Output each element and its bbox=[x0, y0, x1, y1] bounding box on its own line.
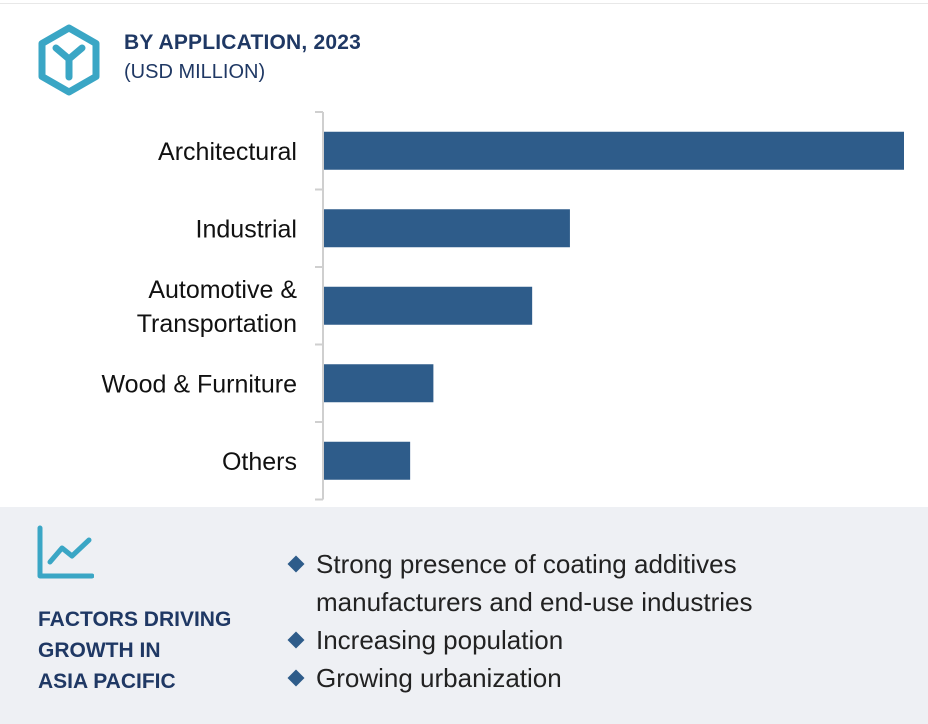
category-label-line: Others bbox=[222, 448, 297, 476]
bar bbox=[324, 131, 904, 170]
chart-title: BY APPLICATION, 2023 bbox=[124, 31, 362, 54]
factor-text-line: Increasing population bbox=[316, 625, 564, 655]
factors-panel bbox=[0, 507, 928, 724]
bar bbox=[324, 209, 570, 248]
top-divider bbox=[0, 3, 928, 4]
factor-item: Growing urbanization bbox=[286, 659, 922, 697]
bar bbox=[324, 441, 411, 480]
diamond-bullet-icon bbox=[287, 631, 305, 649]
bar bbox=[324, 364, 434, 403]
diamond-bullet-icon bbox=[287, 555, 305, 573]
factors-list: Strong presence of coating additives man… bbox=[286, 545, 922, 697]
category-label: Automotive & Transportation bbox=[137, 276, 298, 338]
category-label-line: Wood & Furniture bbox=[102, 370, 297, 398]
factors-title-line: FACTORS DRIVING bbox=[38, 608, 232, 631]
bar-chart: Architectural Industrial Automotive & Trans… bbox=[102, 111, 904, 501]
factor-text-line: manufacturers and end-use industries bbox=[316, 587, 753, 617]
chart-subtitle: (USD MILLION) bbox=[124, 61, 266, 83]
factor-item: Increasing population bbox=[286, 621, 922, 659]
factors-title-line: GROWTH IN bbox=[38, 639, 161, 662]
category-label-line: Automotive & bbox=[148, 276, 297, 304]
diamond-bullet-icon bbox=[287, 669, 305, 687]
category-label: Others bbox=[222, 448, 297, 476]
category-label: Wood & Furniture bbox=[102, 370, 297, 398]
category-label-line: Architectural bbox=[158, 138, 297, 166]
category-label-line: Transportation bbox=[137, 310, 297, 338]
category-label-line: Industrial bbox=[196, 215, 297, 243]
trend-chart-icon bbox=[37, 525, 94, 579]
factors-title: FACTORS DRIVING GROWTH IN ASIA PACIFIC bbox=[38, 604, 231, 697]
factor-text-line: Growing urbanization bbox=[316, 663, 562, 693]
bar bbox=[324, 286, 533, 325]
hexagon-y-icon bbox=[38, 24, 100, 96]
category-label: Industrial bbox=[196, 215, 297, 243]
factors-title-line: ASIA PACIFIC bbox=[38, 670, 176, 693]
factor-item: Strong presence of coating additives man… bbox=[286, 545, 922, 621]
category-label: Architectural bbox=[158, 138, 297, 166]
factor-text-line: Strong presence of coating additives bbox=[316, 549, 737, 579]
